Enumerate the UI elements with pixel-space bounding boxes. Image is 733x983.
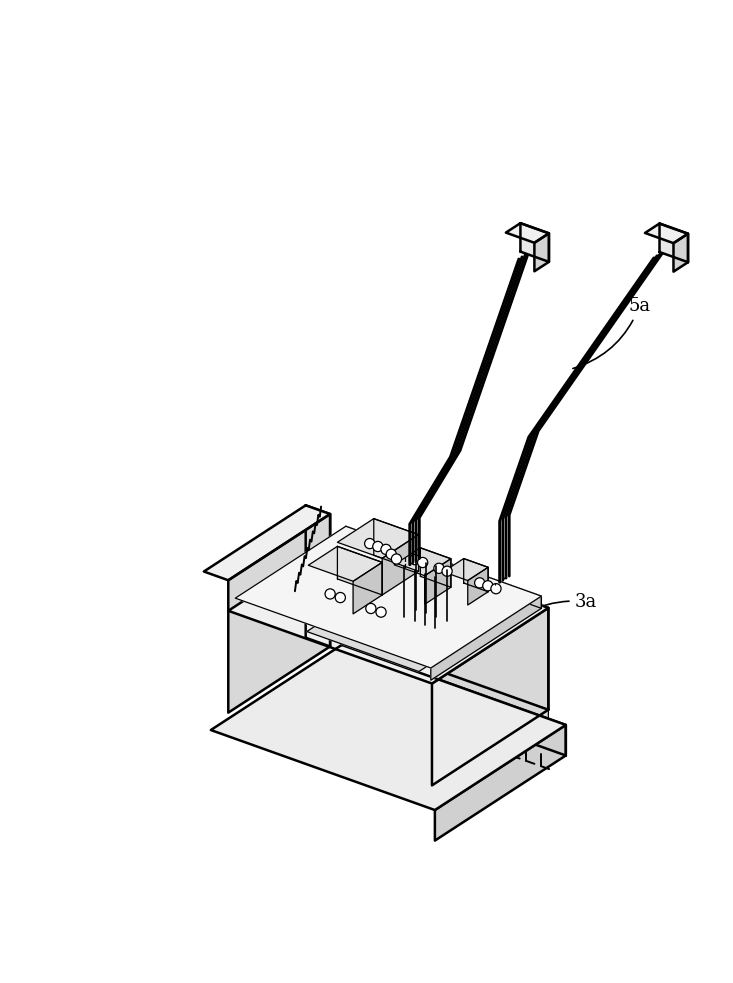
Polygon shape [346,526,542,608]
Polygon shape [660,223,688,262]
Circle shape [483,581,493,591]
Polygon shape [394,548,451,576]
Polygon shape [645,223,688,243]
Circle shape [373,542,383,551]
Polygon shape [337,547,382,595]
Polygon shape [306,505,330,647]
Polygon shape [432,607,548,785]
Polygon shape [355,641,548,726]
Circle shape [386,549,397,559]
Polygon shape [674,234,688,271]
Circle shape [364,539,375,549]
Polygon shape [342,645,566,756]
Polygon shape [307,584,492,671]
Circle shape [366,604,376,613]
Polygon shape [468,567,488,605]
Text: 5a: 5a [573,297,650,369]
Polygon shape [228,514,330,713]
Polygon shape [309,547,382,581]
Circle shape [410,554,419,564]
Polygon shape [382,535,419,595]
Polygon shape [204,505,330,580]
Circle shape [335,593,345,603]
Polygon shape [443,558,488,581]
Text: 3a: 3a [526,593,597,612]
Polygon shape [228,535,548,683]
Polygon shape [420,548,451,587]
Circle shape [391,553,402,564]
Polygon shape [345,535,548,710]
Polygon shape [431,596,542,680]
Polygon shape [235,526,542,668]
Circle shape [474,578,485,588]
Polygon shape [534,233,549,271]
Polygon shape [424,558,451,605]
Circle shape [491,584,501,594]
Polygon shape [506,223,549,243]
Polygon shape [211,645,566,810]
Circle shape [381,545,391,554]
Polygon shape [464,558,488,592]
Polygon shape [435,724,566,840]
Circle shape [376,607,386,617]
Polygon shape [337,519,419,558]
Polygon shape [353,562,382,613]
Circle shape [418,557,428,567]
Circle shape [325,589,335,599]
Polygon shape [374,519,419,571]
Circle shape [434,563,444,573]
Circle shape [442,566,452,576]
Polygon shape [520,223,549,261]
